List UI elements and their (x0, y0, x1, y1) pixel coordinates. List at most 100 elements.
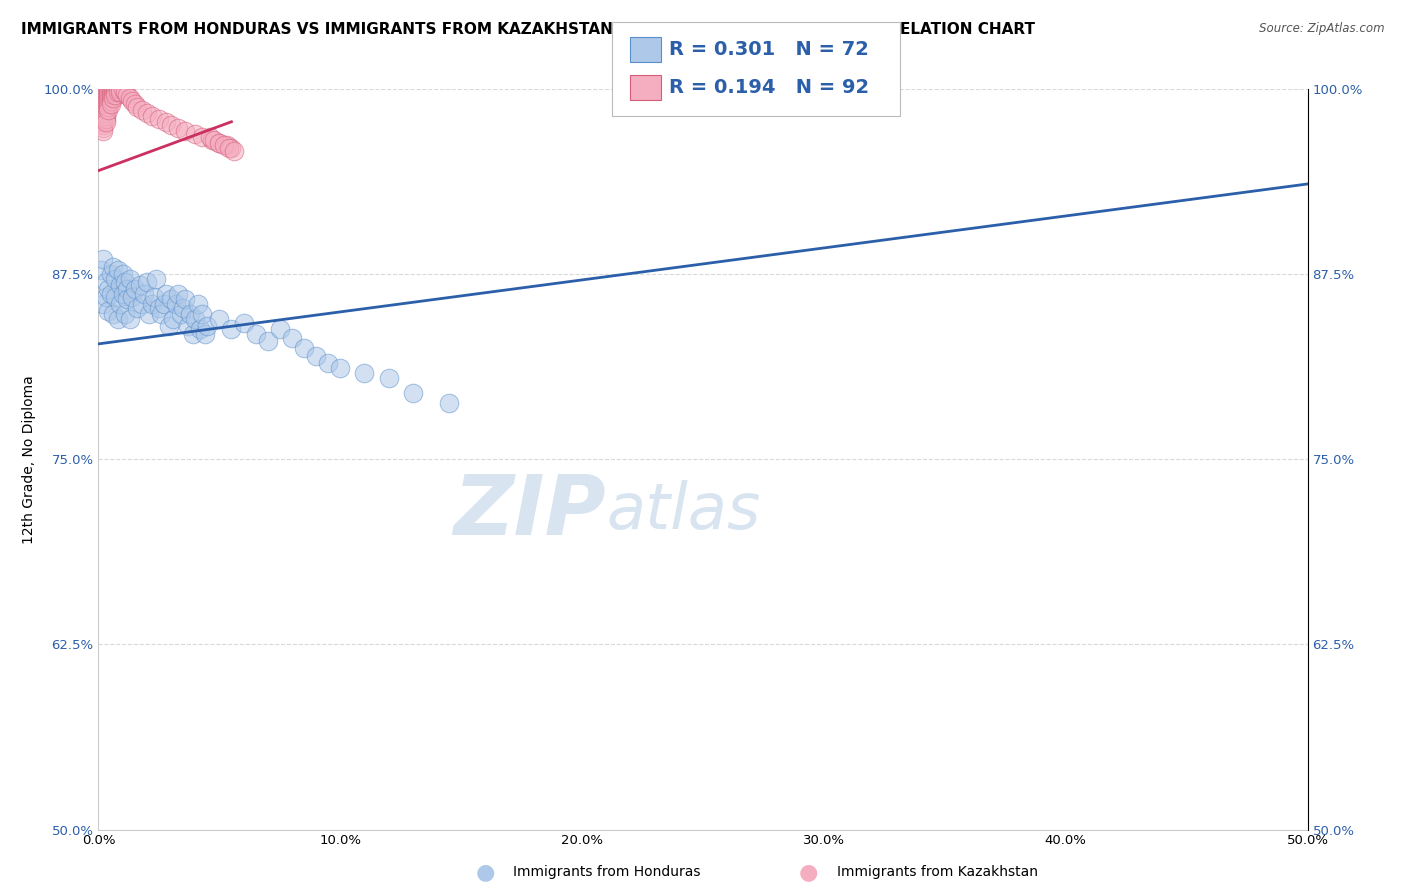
Point (155, 115, 177, 129)
Text: ZIP: ZIP (454, 471, 606, 552)
Point (111, 286, 134, 301)
Point (114, 275, 136, 289)
Point (198, 129, 221, 144)
Point (91, 85, 114, 99)
Point (94, 100, 117, 114)
Point (114, 307, 136, 321)
Point (118, 91, 141, 105)
Point (117, 88, 139, 103)
Point (91, 97, 114, 112)
Point (97, 94, 120, 108)
Point (91, 106, 114, 120)
Point (118, 311, 141, 326)
Point (179, 307, 201, 321)
Point (174, 293, 197, 307)
Point (94, 115, 117, 129)
Point (141, 109, 163, 123)
Point (97, 82, 120, 96)
Point (91, 82, 114, 96)
Point (107, 82, 129, 96)
Point (117, 293, 139, 307)
Point (177, 319, 200, 334)
Point (201, 132, 224, 146)
Point (94, 97, 117, 112)
Point (91, 109, 114, 123)
Point (191, 307, 214, 321)
Point (121, 94, 143, 108)
Point (94, 289, 117, 303)
Point (127, 301, 149, 316)
Point (256, 334, 278, 348)
Point (218, 141, 240, 155)
Text: Source: ZipAtlas.com: Source: ZipAtlas.com (1260, 22, 1385, 36)
Point (377, 371, 399, 385)
Point (101, 88, 124, 103)
Point (172, 301, 194, 316)
Point (131, 103, 153, 117)
Point (90, 82, 112, 96)
Point (155, 286, 177, 301)
Point (181, 326, 204, 341)
Point (91, 91, 114, 105)
Text: IMMIGRANTS FROM HONDURAS VS IMMIGRANTS FROM KAZAKHSTAN 12TH GRADE, NO DIPLOMA CO: IMMIGRANTS FROM HONDURAS VS IMMIGRANTS F… (21, 22, 1035, 37)
Point (100, 94, 122, 108)
Point (91, 88, 114, 103)
Point (148, 112, 170, 126)
Point (208, 136, 231, 150)
Point (91, 123, 114, 137)
Text: R = 0.301   N = 72: R = 0.301 N = 72 (669, 40, 869, 60)
Point (90, 97, 112, 112)
Point (215, 138, 238, 153)
Point (97, 282, 120, 296)
Point (184, 311, 207, 326)
Point (187, 297, 209, 311)
Point (90, 94, 112, 108)
Point (90, 106, 112, 120)
Point (94, 82, 117, 96)
Point (108, 85, 131, 99)
Point (104, 85, 127, 99)
Point (91, 120, 114, 135)
Point (91, 94, 114, 108)
Point (91, 112, 114, 126)
Point (94, 109, 117, 123)
Point (111, 82, 134, 96)
Point (195, 319, 218, 334)
Point (97, 100, 120, 114)
Point (90, 115, 112, 129)
Point (194, 326, 217, 341)
Point (150, 307, 173, 321)
Point (104, 289, 127, 303)
Point (191, 129, 214, 144)
Point (107, 85, 129, 99)
Point (232, 316, 254, 330)
Point (94, 112, 117, 126)
Point (169, 307, 191, 321)
Point (128, 277, 150, 292)
Point (90, 82, 112, 96)
Point (108, 297, 131, 311)
Point (157, 319, 180, 334)
Point (269, 322, 291, 336)
Point (100, 88, 122, 103)
Point (94, 91, 117, 105)
Point (402, 385, 425, 400)
Point (160, 118, 183, 132)
Point (94, 103, 117, 117)
Point (94, 106, 117, 120)
Point (91, 115, 114, 129)
Point (91, 297, 114, 311)
Point (145, 271, 167, 285)
Point (148, 301, 170, 316)
Text: atlas: atlas (606, 480, 761, 542)
Point (245, 326, 267, 341)
Point (101, 260, 124, 274)
Text: Immigrants from Kazakhstan: Immigrants from Kazakhstan (837, 865, 1038, 880)
Point (94, 94, 117, 108)
Point (90, 112, 112, 126)
Point (91, 103, 114, 117)
Point (101, 91, 124, 105)
Point (101, 82, 124, 96)
Point (134, 286, 156, 301)
Point (94, 88, 117, 103)
